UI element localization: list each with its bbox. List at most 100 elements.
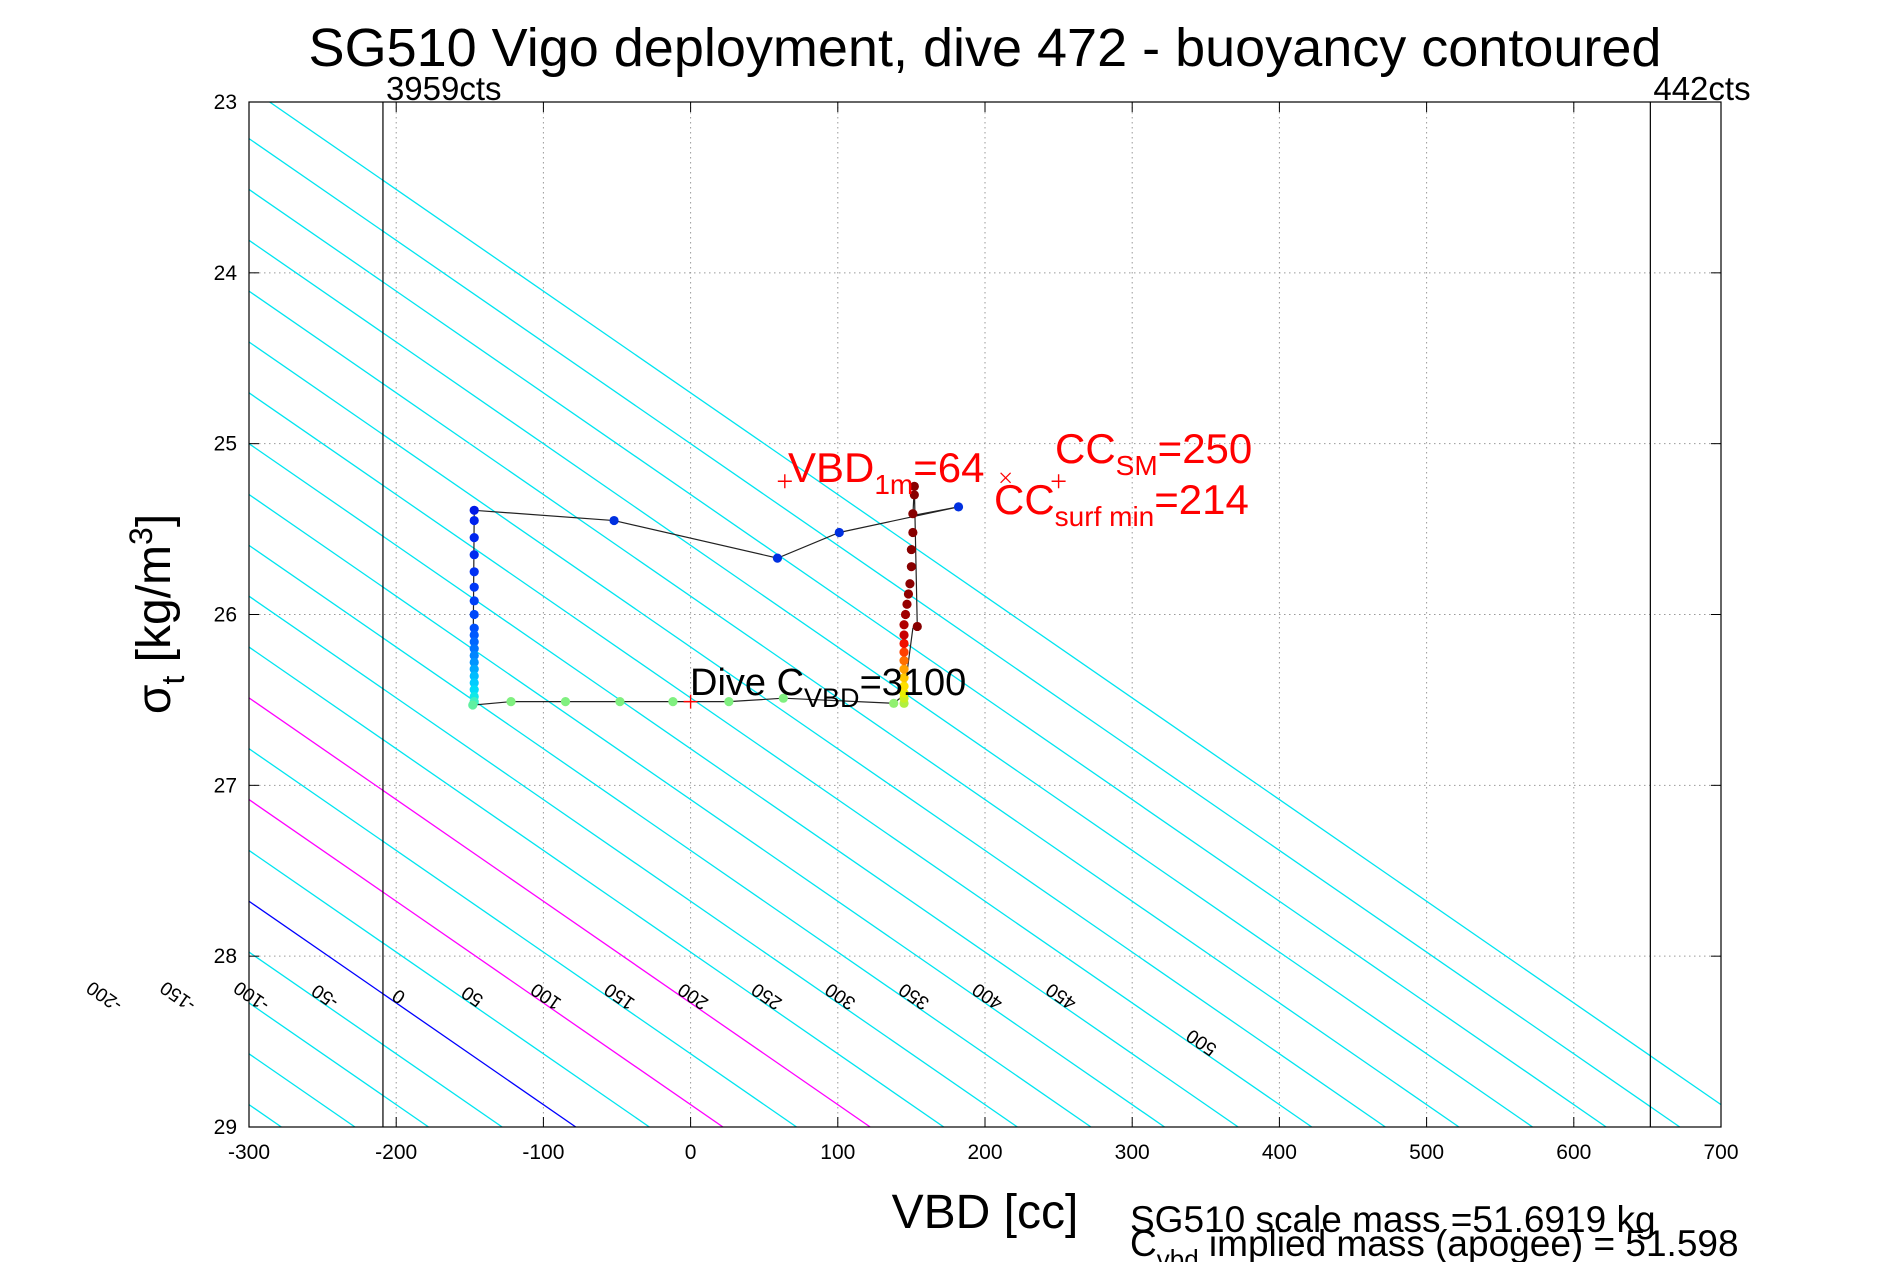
y-axis-label-symbol: σ [128, 685, 181, 715]
y-tick-label: 25 [214, 433, 237, 456]
contour-value-label: -200 [83, 976, 126, 1015]
data-point [908, 509, 918, 519]
x-tick-label: -100 [522, 1141, 564, 1164]
data-point [469, 637, 479, 647]
x-tick-label: 700 [1703, 1141, 1738, 1164]
x-tick-label: 600 [1556, 1141, 1591, 1164]
buoyancy-contour-line [249, 544, 1092, 1127]
buoyancy-contours [0, 102, 1721, 1127]
data-point [615, 697, 625, 707]
data-point [469, 609, 479, 620]
y-axis-label: σt [kg/m3] [123, 514, 191, 714]
data-point [469, 644, 479, 654]
cc-surf-min-annotation: CCsurf min=214 [994, 476, 1249, 532]
plus-marker [777, 474, 792, 489]
axis-ticks: -300 -200 -100 0 100 200 300 400 500 600 700 23 24 25… [214, 91, 1739, 1164]
dive-c-vbd-annotation: Dive CVBD=3100 [690, 662, 966, 713]
data-point [469, 671, 479, 681]
data-point [905, 579, 915, 589]
buoyancy-contour-line [249, 493, 1165, 1127]
data-point [902, 599, 912, 609]
data-point [909, 481, 919, 491]
data-point [899, 664, 909, 674]
data-point [469, 550, 479, 560]
x-tick-label: -200 [375, 1141, 417, 1164]
data-point [899, 647, 909, 657]
data-point [469, 650, 479, 661]
y-tick-label: 23 [214, 91, 237, 114]
data-point [909, 490, 919, 500]
plus-marker [1051, 474, 1066, 489]
data-point [469, 623, 479, 633]
data-point [903, 589, 914, 599]
data-point [899, 688, 909, 698]
data-point [899, 638, 909, 649]
data-point [469, 533, 479, 543]
data-point [912, 621, 922, 632]
buoyancy-contour-line [269, 102, 1721, 1106]
data-point [560, 697, 571, 707]
x-tick-label: 500 [1409, 1141, 1444, 1164]
data-point [772, 553, 783, 563]
buoyancy-contour-line [249, 290, 1460, 1127]
data-point [609, 515, 619, 526]
contour-value-label: -150 [157, 976, 200, 1015]
buoyancy-contour-line [249, 697, 871, 1127]
y-tick-label: 28 [214, 945, 237, 968]
data-point [900, 609, 911, 620]
plus-marker [683, 694, 698, 709]
vbd-limit-label: 3959cts [386, 70, 502, 107]
scale-mass-footer: SG510 scale mass =51.6919 kg [1130, 1199, 1656, 1240]
y-tick-label: 29 [214, 1116, 237, 1139]
data-point [468, 700, 478, 710]
chart-title: SG510 Vigo deployment, dive 472 - buoyan… [309, 18, 1662, 78]
data-point [469, 596, 479, 606]
y-tick-label: 27 [214, 774, 237, 797]
buoyancy-contour-line [249, 341, 1386, 1127]
buoyancy-contour-line [249, 392, 1313, 1127]
svg-text:σt [kg/m3]: σt [kg/m3] [123, 514, 191, 714]
vbd-limit-label: 442cts [1653, 70, 1750, 107]
buoyancy-contour-line [249, 595, 1018, 1127]
data-point [469, 657, 479, 667]
data-point [469, 505, 479, 515]
data-point [899, 620, 909, 630]
buoyancy-contour-line [249, 188, 1607, 1127]
reference-markers [683, 472, 1066, 709]
x-tick-label: 400 [1262, 1141, 1297, 1164]
y-tick-label: 26 [214, 604, 237, 627]
x-tick-label: 100 [820, 1141, 855, 1164]
buoyancy-contour-line [249, 798, 724, 1127]
y-tick-label: 24 [214, 262, 238, 285]
buoyancy-contour-line [249, 239, 1533, 1127]
buoyancy-contour-line [249, 747, 797, 1127]
data-point [469, 685, 479, 695]
vbd-1m-annotation: VBD1m=64 [788, 444, 985, 500]
x-tick-label: 0 [685, 1141, 697, 1164]
data-point [889, 698, 899, 708]
data-point [899, 630, 909, 640]
data-point [778, 693, 788, 703]
data-point [469, 630, 479, 640]
data-point [899, 656, 909, 666]
buoyancy-contour-line [249, 137, 1681, 1127]
data-point [469, 515, 479, 526]
data-point [469, 664, 479, 674]
implied-mass-footer: Cvbd implied mass (apogee) = 51.598 [1130, 1223, 1739, 1262]
data-point [906, 562, 917, 572]
x-axis-label: VBD [cc] [892, 1186, 1079, 1239]
grid [249, 102, 1721, 1127]
data-point [899, 673, 909, 683]
y-axis-label-subscript: t [155, 676, 191, 685]
data-point [906, 544, 917, 555]
cc-sm-annotation: CCSM=250 [1055, 425, 1252, 481]
x-tick-label: 300 [1115, 1141, 1150, 1164]
buoyancy-contour-line [249, 646, 945, 1127]
data-point [724, 697, 734, 707]
buoyancy-contour-line [0, 102, 134, 1127]
x-tick-label: -300 [228, 1141, 270, 1164]
buoyancy-contour-line [249, 442, 1239, 1127]
data-point [469, 567, 479, 577]
